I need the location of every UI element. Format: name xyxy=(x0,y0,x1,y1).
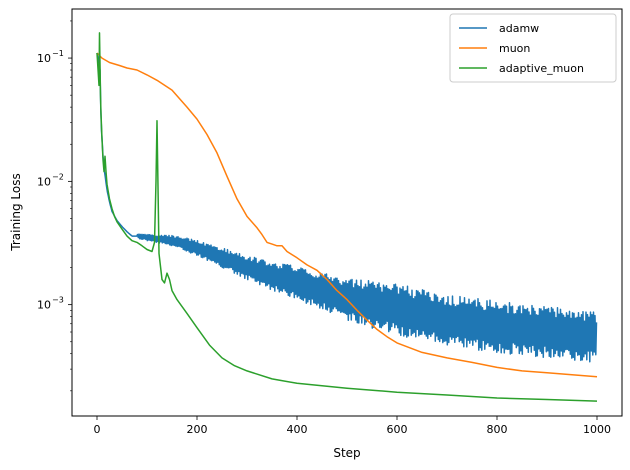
y-tick-label: 10 xyxy=(37,299,51,312)
y-axis: 10−310−210−1 xyxy=(37,49,72,312)
x-tick-label: 1000 xyxy=(583,423,611,436)
y-tick-label: 10 xyxy=(37,52,51,65)
x-tick-label: 800 xyxy=(487,423,508,436)
y-tick-label-base: 10 xyxy=(37,52,51,65)
x-tick-label: 400 xyxy=(287,423,308,436)
legend: adamw muon adaptive_muon xyxy=(449,13,617,83)
y-axis-label: Training Loss xyxy=(9,173,23,251)
legend-label: adaptive_muon xyxy=(499,62,584,75)
x-tick-label: 600 xyxy=(387,423,408,436)
x-tick-label: 0 xyxy=(94,423,101,436)
x-axis-label: Step xyxy=(333,446,360,460)
y-tick-label-exponent: −3 xyxy=(52,296,64,305)
legend-label: muon xyxy=(499,42,530,55)
legend-label: adamw xyxy=(499,22,539,35)
series-line-muon xyxy=(96,52,598,378)
plot-lines xyxy=(96,32,598,402)
y-tick-label-exponent: −1 xyxy=(52,49,64,58)
y-tick-label-base: 10 xyxy=(37,175,51,188)
y-tick-label-base: 10 xyxy=(37,299,51,312)
y-minor-ticks xyxy=(70,20,72,392)
y-tick-label-exponent: −2 xyxy=(52,172,64,181)
y-tick-label: 10 xyxy=(37,175,51,188)
plot-frame xyxy=(71,8,623,417)
x-axis: 0 200 400 600 800 1000 xyxy=(94,416,611,436)
x-tick-label: 200 xyxy=(187,423,208,436)
series-line-adaptive-muon xyxy=(96,32,598,402)
series-line-adamw xyxy=(96,52,598,363)
legend-box xyxy=(449,13,617,83)
